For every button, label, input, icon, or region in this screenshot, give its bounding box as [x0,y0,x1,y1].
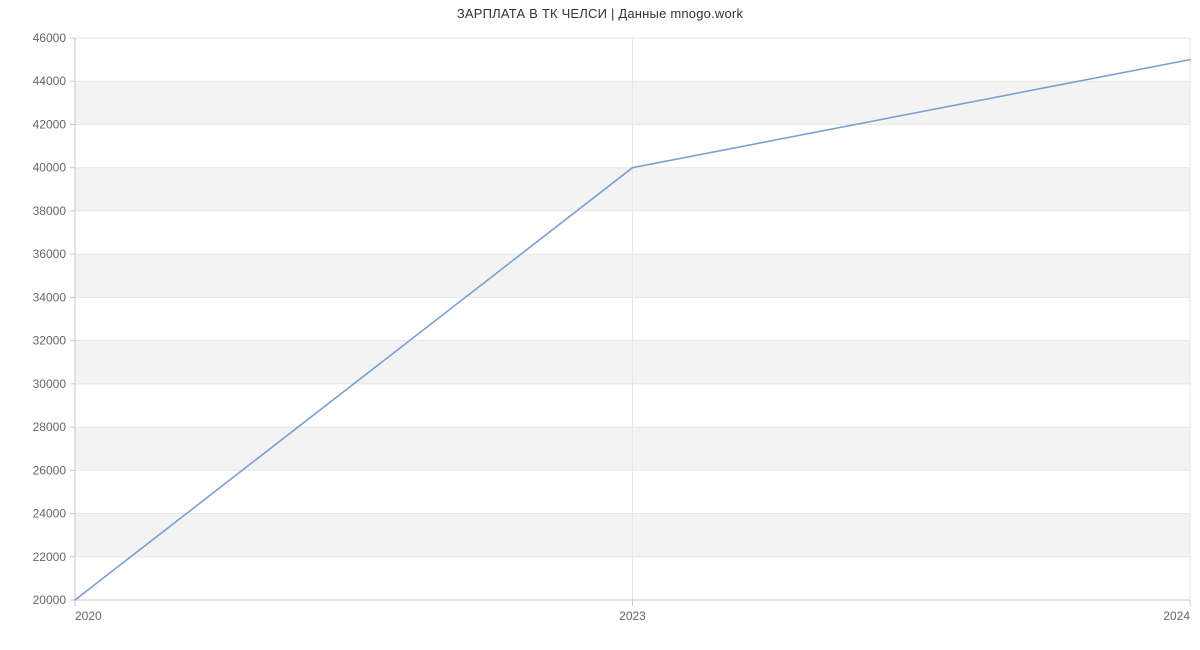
y-tick-label: 20000 [33,593,67,607]
y-tick-label: 30000 [33,377,67,391]
y-tick-label: 26000 [33,463,67,477]
x-tick-label: 2024 [1163,609,1190,623]
x-tick-label: 2020 [75,609,102,623]
chart-svg: 20000 22000 24000 26000 28000 30000 32000 34000… [0,0,1200,650]
chart-title: ЗАРПЛАТА В ТК ЧЕЛСИ | Данные mnogo.work [0,6,1200,21]
y-tick-label: 28000 [33,420,67,434]
y-tick-label: 38000 [33,204,67,218]
y-tick-label: 36000 [33,247,67,261]
salary-line-chart: ЗАРПЛАТА В ТК ЧЕЛСИ | Данные mnogo.work … [0,0,1200,650]
y-tick-label: 22000 [33,550,67,564]
y-tick-label: 42000 [33,117,67,131]
y-tick-label: 34000 [33,290,67,304]
x-tick-label: 2023 [619,609,646,623]
y-tick-label: 44000 [33,74,67,88]
y-tick-label: 46000 [33,31,67,45]
y-tick-label: 24000 [33,507,67,521]
y-tick-label: 40000 [33,161,67,175]
y-tick-label: 32000 [33,334,67,348]
